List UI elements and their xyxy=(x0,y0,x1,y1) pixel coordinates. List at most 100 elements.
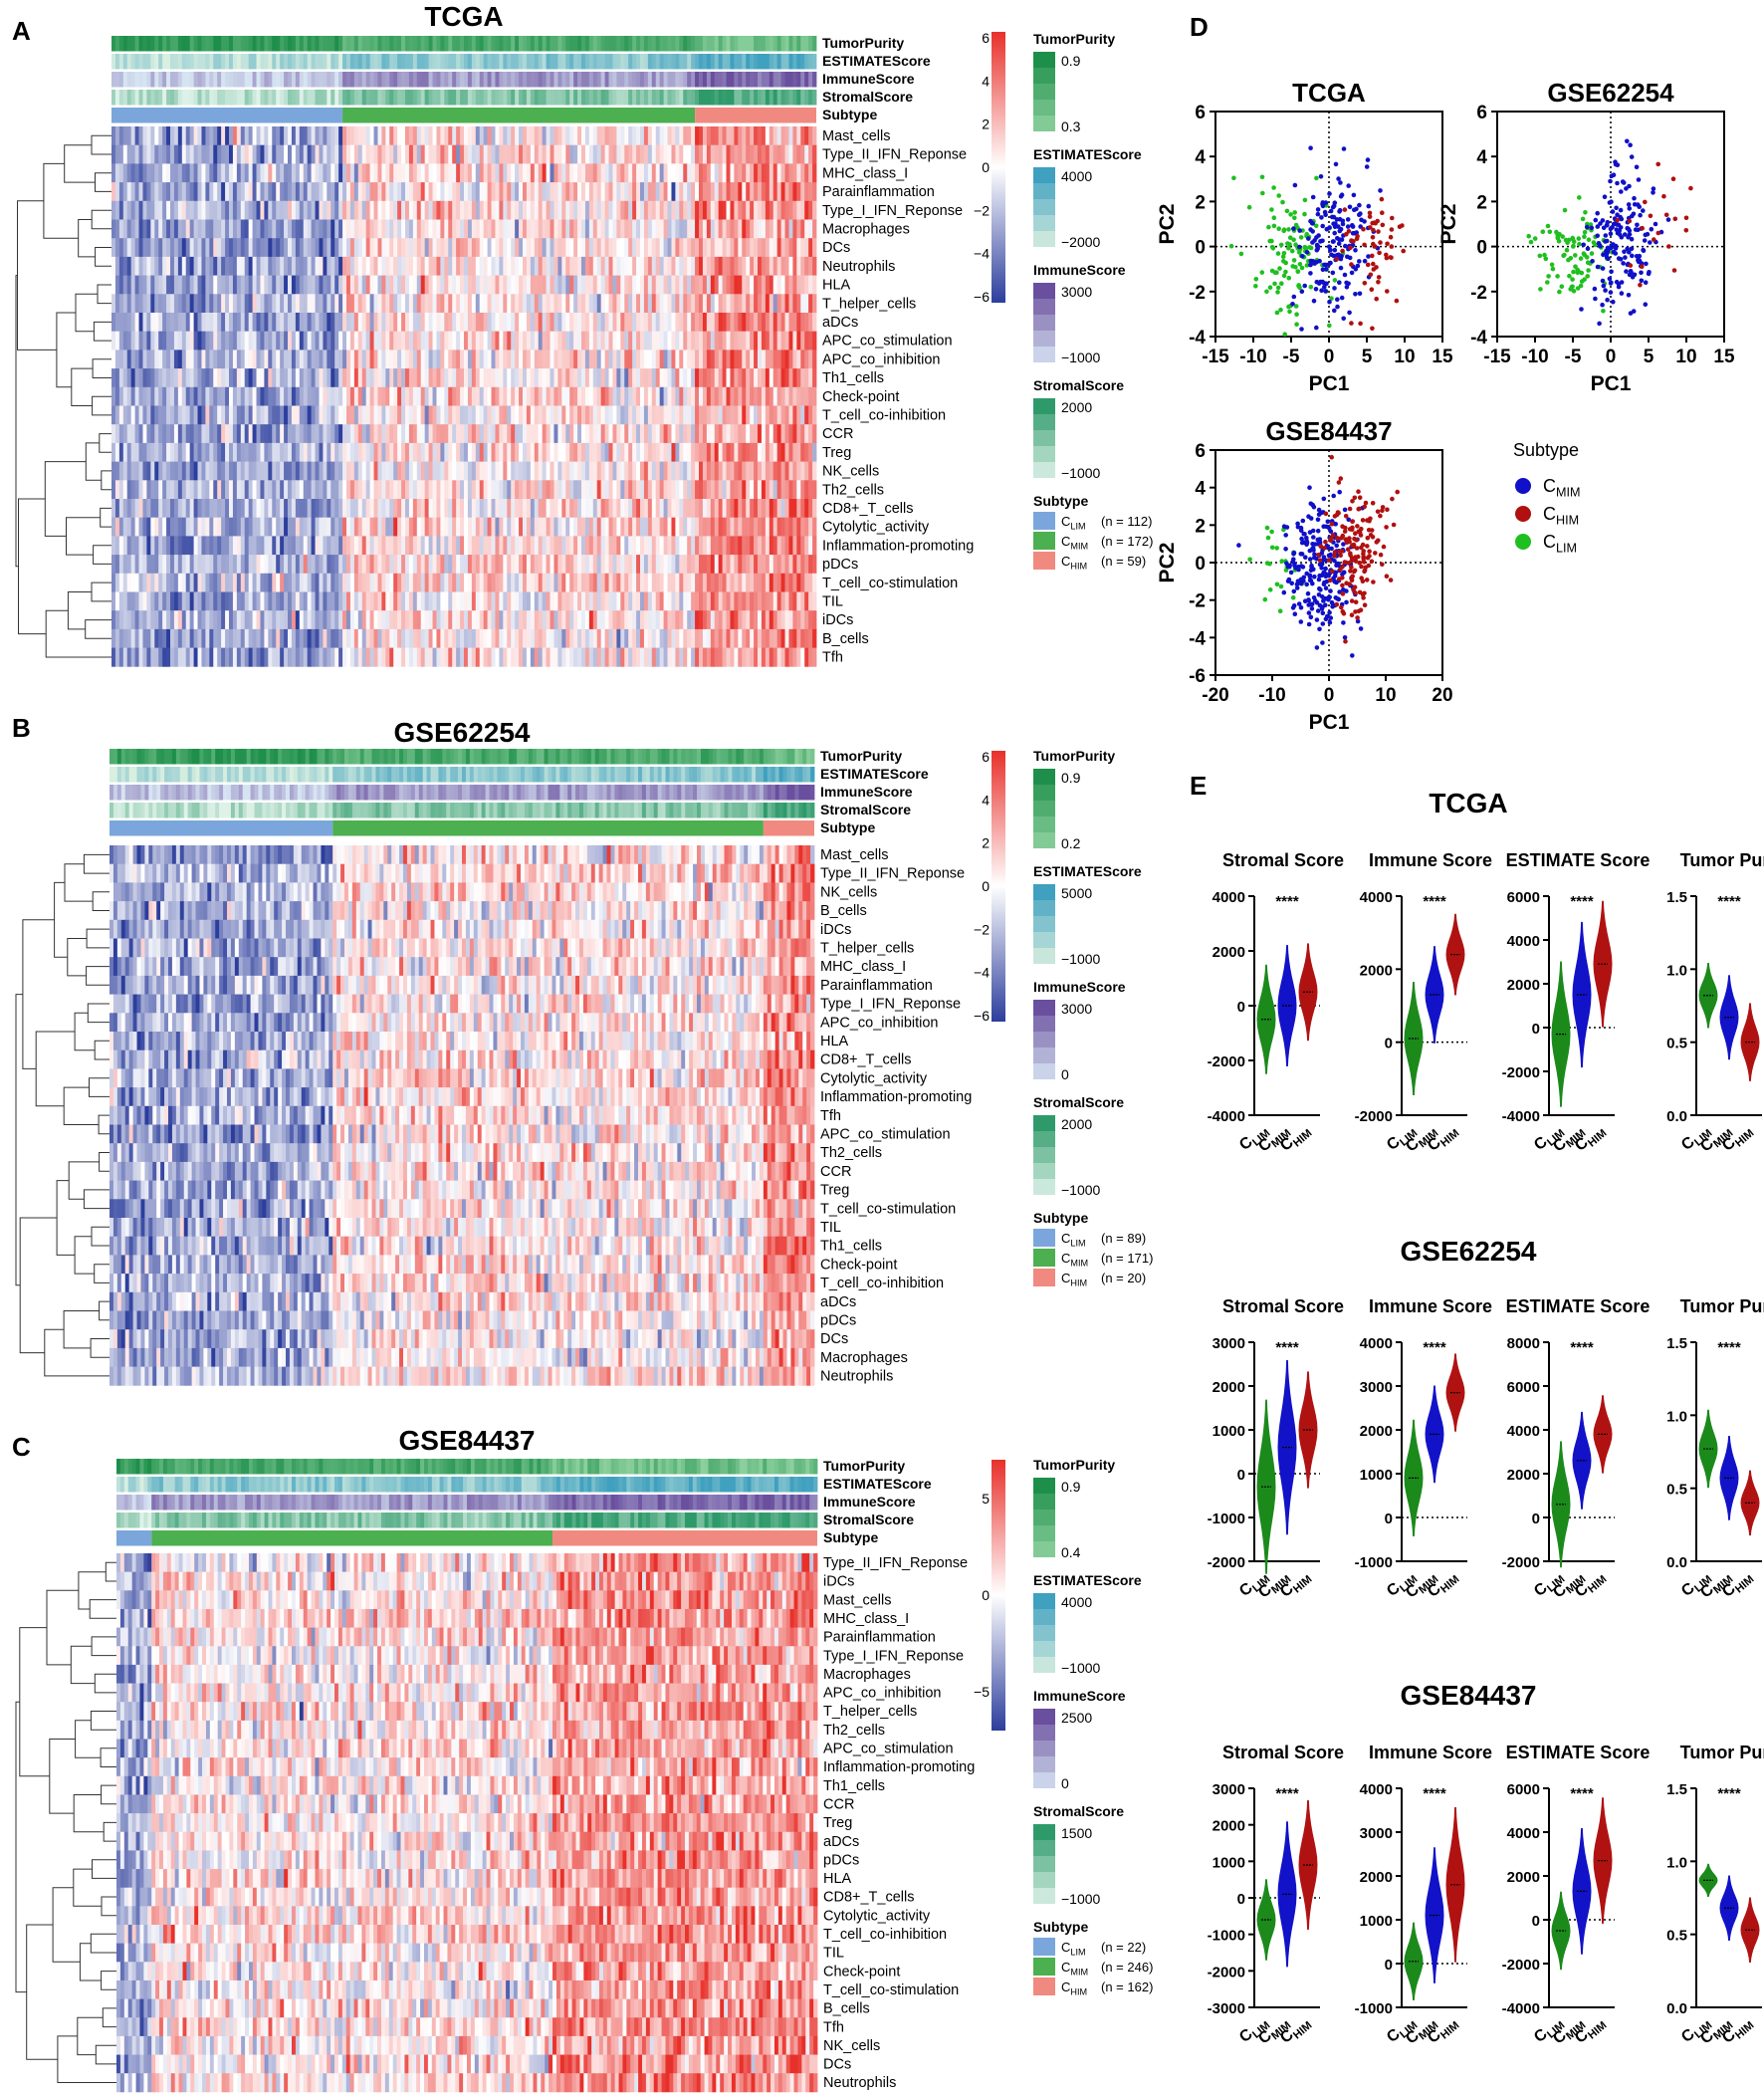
heatmap-cell xyxy=(734,517,739,537)
heatmap-cell xyxy=(765,182,771,202)
heatmap-cell xyxy=(581,480,586,500)
heatmap-cell xyxy=(573,480,578,500)
heatmap-cell xyxy=(111,517,116,537)
heatmap-cell xyxy=(276,349,281,369)
heatmap-cell xyxy=(327,256,331,276)
heatmap-cell xyxy=(288,182,293,202)
heatmap-cell xyxy=(679,200,684,220)
heatmap-cell xyxy=(353,182,359,202)
heatmap-cell xyxy=(695,536,700,556)
heatmap-cell xyxy=(240,182,246,202)
heatmap-cell xyxy=(495,461,500,481)
heatmap-cell xyxy=(240,256,246,276)
heatmap-cell xyxy=(412,275,418,295)
heatmap-cell xyxy=(412,405,418,425)
heatmap-cell xyxy=(655,144,661,164)
heatmap-cell xyxy=(742,442,747,462)
heatmap-cell xyxy=(523,163,528,183)
heatmap-cell xyxy=(604,182,609,202)
annotation-cell xyxy=(596,72,602,88)
heatmap-cell xyxy=(349,294,355,314)
heatmap-cell xyxy=(550,200,554,220)
annotation-cell xyxy=(334,72,339,88)
heatmap-cell xyxy=(788,386,793,406)
heatmap-cell xyxy=(436,238,441,258)
annotation-cell xyxy=(240,36,246,52)
heatmap-cell xyxy=(687,405,692,425)
heatmap-cell xyxy=(769,499,774,519)
heatmap-cell xyxy=(761,331,767,350)
heatmap-cell xyxy=(553,313,558,333)
heatmap-cell xyxy=(534,182,540,202)
heatmap-cell xyxy=(460,238,465,258)
heatmap-cell xyxy=(416,405,422,425)
annotation-cell xyxy=(416,36,422,52)
heatmap-cell xyxy=(448,517,453,537)
heatmap-cell xyxy=(718,331,723,350)
heatmap-cell xyxy=(738,275,743,295)
annotation-cell xyxy=(655,72,661,88)
heatmap-cell xyxy=(550,144,554,164)
heatmap-cell xyxy=(671,294,676,314)
heatmap-cell xyxy=(448,536,453,556)
heatmap-cell xyxy=(134,163,139,183)
heatmap-cell xyxy=(761,424,767,444)
heatmap-cell xyxy=(353,555,359,575)
annotation-cell xyxy=(369,72,374,88)
heatmap-cell xyxy=(334,238,339,258)
heatmap-cell xyxy=(452,555,457,575)
heatmap-cell xyxy=(158,368,163,388)
heatmap-cell xyxy=(288,200,293,220)
annotation-cell xyxy=(569,90,574,106)
heatmap-cell xyxy=(401,163,406,183)
heatmap-cell xyxy=(557,405,562,425)
heatmap-cell xyxy=(538,461,544,481)
heatmap-cell xyxy=(201,256,206,276)
heatmap-cell xyxy=(592,424,598,444)
heatmap-cell xyxy=(342,294,347,314)
heatmap-cell xyxy=(530,442,536,462)
heatmap-cell xyxy=(714,313,720,333)
heatmap-cell xyxy=(162,349,167,369)
heatmap-cell xyxy=(592,275,598,295)
heatmap-cell xyxy=(483,256,488,276)
annotation-cell xyxy=(691,36,696,52)
heatmap-cell xyxy=(710,536,716,556)
heatmap-cell xyxy=(280,200,285,220)
heatmap-cell xyxy=(319,405,324,425)
heatmap-cell xyxy=(600,238,605,258)
heatmap-cell xyxy=(331,536,335,556)
heatmap-cell xyxy=(754,219,759,239)
heatmap-cell xyxy=(166,424,171,444)
heatmap-cell xyxy=(616,499,621,519)
heatmap-cell xyxy=(369,144,374,164)
heatmap-cell xyxy=(734,536,739,556)
heatmap-cell xyxy=(464,182,469,202)
heatmap-cell xyxy=(483,238,488,258)
heatmap-cell xyxy=(675,368,680,388)
heatmap-cell xyxy=(134,219,139,239)
heatmap-cell xyxy=(651,294,657,314)
annotation-cell xyxy=(577,36,582,52)
heatmap-cell xyxy=(315,294,320,314)
heatmap-cell xyxy=(307,163,312,183)
heatmap-cell xyxy=(197,349,202,369)
heatmap-cell xyxy=(632,517,637,537)
heatmap-cell xyxy=(487,499,492,519)
heatmap-cell xyxy=(185,368,191,388)
annotation-cell xyxy=(772,54,778,70)
heatmap-cell xyxy=(651,238,657,258)
heatmap-cell xyxy=(448,480,453,500)
heatmap-cell xyxy=(519,499,524,519)
heatmap-cell xyxy=(530,480,536,500)
heatmap-cell xyxy=(432,126,437,146)
heatmap-cell xyxy=(142,294,147,314)
annotation-cell xyxy=(193,90,198,106)
heatmap-cell xyxy=(264,275,269,295)
heatmap-cell xyxy=(185,126,191,146)
heatmap-cell xyxy=(780,256,785,276)
heatmap-cell xyxy=(268,163,273,183)
heatmap-cell xyxy=(276,275,281,295)
heatmap-cell xyxy=(229,555,234,575)
heatmap-cell xyxy=(369,442,374,462)
